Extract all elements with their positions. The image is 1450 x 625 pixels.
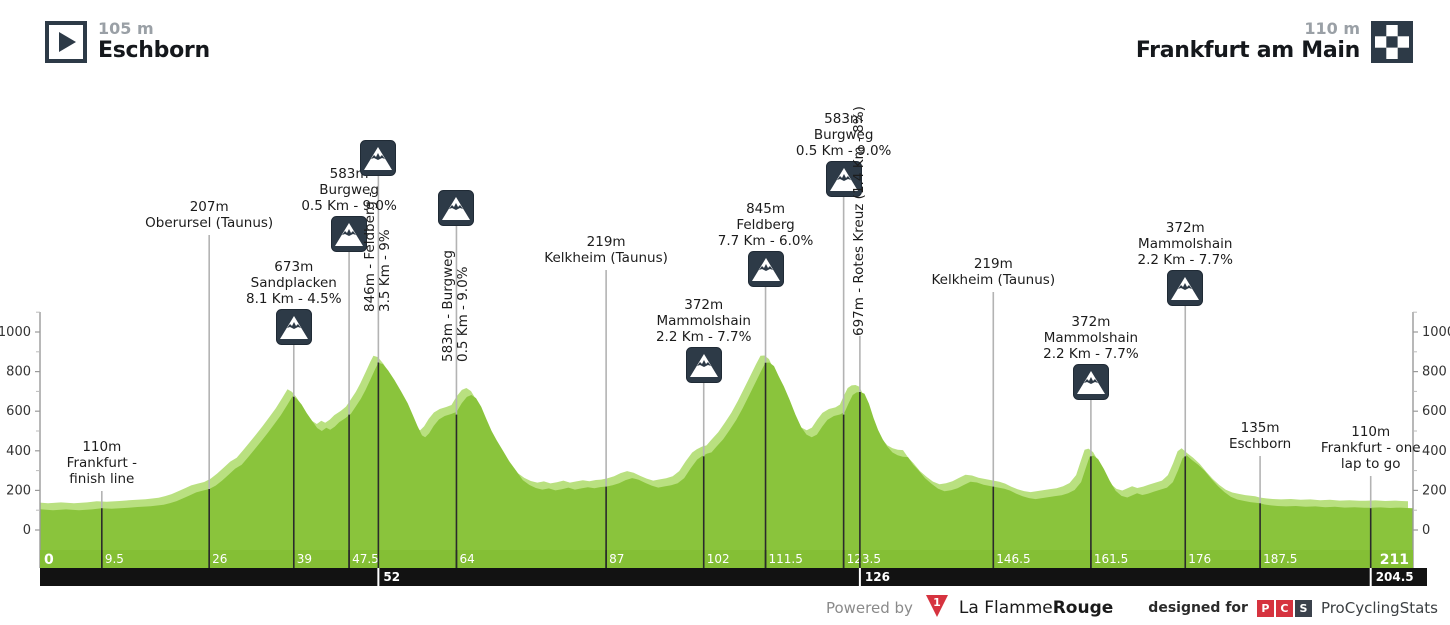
km-tick-label: 0	[44, 552, 54, 568]
km-tick-label: 87	[609, 552, 624, 566]
start-city: Eschborn	[98, 38, 210, 63]
x-axis-km-band	[40, 550, 1413, 568]
km-tick-label: 47.5	[352, 552, 379, 566]
km-tick-label: 102	[707, 552, 730, 566]
km-tick-label: 211	[1380, 552, 1409, 568]
km-tick-label: 26	[212, 552, 227, 566]
y-tick-label-right: 0	[1422, 523, 1430, 538]
lap-tick-label: 204.5	[1376, 570, 1414, 584]
svg-text:1: 1	[933, 596, 941, 609]
finish-header: 110 m Frankfurt am Main	[1136, 20, 1414, 68]
km-tick-label: 146.5	[996, 552, 1030, 566]
y-tick-label-left: 0	[23, 523, 31, 538]
km-tick-label: 176	[1188, 552, 1211, 566]
x-axis-lap-band	[40, 568, 1427, 586]
lap-tick-label: 52	[383, 570, 400, 584]
km-tick-label: 9.5	[105, 552, 124, 566]
pcs-letter-s: S	[1294, 599, 1312, 617]
footer-credits: Powered by 1 La FlammeRouge designed for…	[826, 594, 1438, 622]
y-tick-label-right: 1000	[1422, 325, 1450, 340]
y-tick-label-right: 800	[1422, 365, 1447, 380]
procyclingstats-label: ProCyclingStats	[1320, 599, 1438, 617]
start-elevation: 105 m	[98, 19, 154, 38]
y-tick-label-right: 400	[1422, 444, 1447, 459]
y-tick-label-right: 600	[1422, 404, 1447, 419]
y-tick-label-right: 200	[1422, 483, 1447, 498]
y-tick-label-left: 600	[6, 404, 31, 419]
powered-by-label: Powered by	[825, 599, 913, 617]
pcs-letter-c: C	[1275, 599, 1293, 617]
y-tick-label-left: 1000	[0, 325, 31, 340]
y-tick-label-left: 800	[6, 365, 31, 380]
km-tick-label: 111.5	[769, 552, 803, 566]
lap-tick-label: 126	[865, 570, 890, 584]
km-tick-label: 161.5	[1094, 552, 1128, 566]
designed-for-label: designed for	[1148, 600, 1248, 616]
la-flamme-rouge-icon: 1	[924, 594, 950, 622]
pcs-logo: P C S	[1256, 599, 1312, 617]
start-header: 105 m Eschborn	[44, 20, 210, 68]
elevation-profile-area	[40, 362, 1413, 550]
km-tick-label: 187.5	[1263, 552, 1297, 566]
finish-city: Frankfurt am Main	[1135, 38, 1360, 63]
start-flag-icon	[44, 20, 88, 68]
y-tick-label-left: 200	[6, 483, 31, 498]
pcs-letter-p: P	[1256, 599, 1274, 617]
profile-group	[40, 355, 1413, 550]
finish-flag-icon	[1370, 20, 1414, 68]
km-tick-label: 64	[459, 552, 474, 566]
y-tick-label-left: 400	[6, 444, 31, 459]
km-tick-label: 123.5	[847, 552, 881, 566]
finish-elevation: 110 m	[1304, 19, 1360, 38]
km-tick-label: 39	[297, 552, 312, 566]
la-flamme-rouge-label: La FlammeRouge	[958, 598, 1114, 618]
